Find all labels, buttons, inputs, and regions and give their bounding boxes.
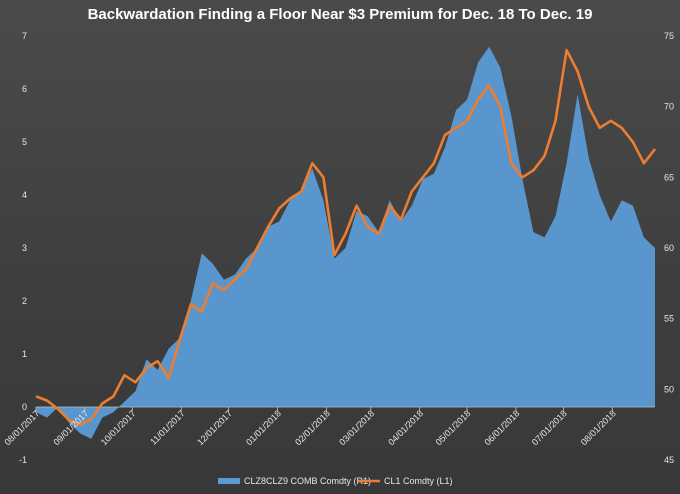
x-tick-label: 01/01/2018 (244, 408, 283, 447)
y-left-tick-label: 0 (22, 402, 27, 412)
line-series-cl1 (35, 48, 657, 426)
y-left-tick-label: 4 (22, 190, 27, 200)
y-right-tick-label: 50 (664, 384, 674, 394)
y-left-tick-label: 1 (22, 349, 27, 359)
y-left-tick-label: 7 (22, 31, 27, 41)
x-tick-label: 04/01/2018 (386, 408, 425, 447)
x-tick-label: 12/01/2017 (195, 408, 234, 447)
legend-label-cl1: CL1 Comdty (L1) (384, 476, 453, 486)
y-left-tick-label: 5 (22, 137, 27, 147)
legend-swatch-spread (218, 478, 240, 484)
x-tick-label: 06/01/2018 (483, 408, 522, 447)
x-tick-label: 02/01/2018 (293, 408, 332, 447)
x-tick-label: 07/01/2018 (530, 408, 569, 447)
chart-title: Backwardation Finding a Floor Near $3 Pr… (87, 6, 593, 23)
x-tick-label: 05/01/2018 (434, 408, 473, 447)
y-right-tick-label: 70 (664, 102, 674, 112)
y-right-tick-label: 55 (664, 314, 674, 324)
y-right-tick-label: 65 (664, 172, 674, 182)
y-left-tick-label: 3 (22, 243, 27, 253)
y-left-tick-label: 2 (22, 296, 27, 306)
y-right-tick-label: 45 (664, 455, 674, 465)
y-right-tick-label: 75 (664, 31, 674, 41)
legend-label-spread: CLZ8CLZ9 COMB Comdty (R1) (244, 476, 371, 486)
y-left-tick-label: 6 (22, 84, 27, 94)
x-tick-label: 08/01/2017 (2, 408, 41, 447)
y-right-tick-label: 60 (664, 243, 674, 253)
x-tick-label: 03/01/2018 (337, 408, 376, 447)
area-series-spread (36, 46, 655, 439)
y-left-tick-label: -1 (19, 455, 27, 465)
x-tick-label: 11/01/2017 (148, 408, 186, 446)
x-tick-label: 08/01/2018 (579, 408, 618, 447)
